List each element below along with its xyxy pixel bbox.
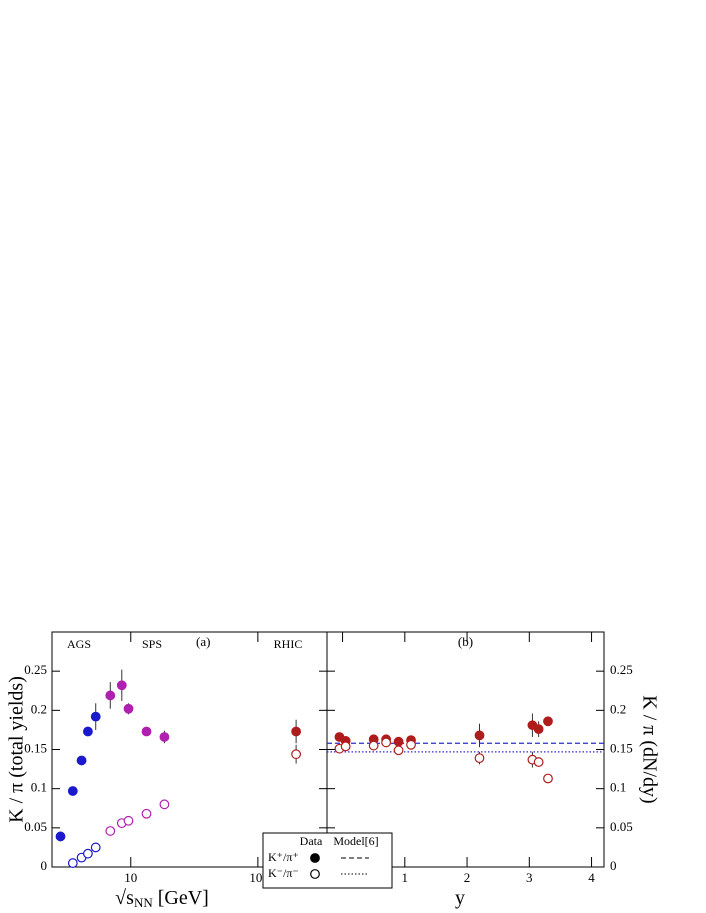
data-point [105,690,116,701]
x-axis-title: y [455,887,465,909]
data-point [67,786,78,796]
data-point [67,858,78,868]
x-tick-label: 10 [124,870,137,885]
x-axis-title-part: √s [115,887,134,909]
data-point [123,815,134,826]
data-point [83,848,93,859]
data-point [105,826,116,836]
legend-marker [310,869,320,879]
legend-header: Data [300,834,323,848]
legend-header: Model[6] [333,834,378,848]
legend-label: K⁺/π⁺ [268,850,299,864]
y-tick-label: 0.2 [31,701,47,716]
data-point [90,711,101,722]
data-point [83,726,93,737]
data-point [406,739,416,750]
x-tick-label: 10² [249,870,266,885]
legend-marker [310,853,320,863]
data-point [474,753,485,764]
x-tick-label: 4 [588,870,595,885]
panel-label: (b) [458,634,473,649]
data-point [159,732,170,742]
y-tick-label: 0 [610,858,617,873]
y-tick-label: 0.1 [31,780,47,795]
y-tick-label: 0 [41,858,48,873]
data-point [543,773,553,784]
data-point [90,842,101,853]
x-axis-title-part: y [455,887,465,909]
x-tick-label: 1 [402,870,409,885]
data-point [533,724,544,735]
data-point [291,749,302,760]
y-tick-label: 0.25 [610,662,633,677]
x-axis-title-part: NN [134,895,153,910]
data-point [381,737,392,748]
legend-box [262,832,393,889]
data-point [291,726,302,737]
y-tick-label: 0.25 [24,662,47,677]
data-point [543,716,553,727]
data-point [393,736,404,747]
group-label: SPS [142,637,162,651]
y-axis-title: K / π (total yields) [6,676,28,823]
data-point [76,755,87,766]
y-axis-title: K / π (dN/dy) [638,695,660,803]
y-tick-label: 0.15 [610,740,633,755]
data-point [116,680,127,691]
data-point [340,741,351,752]
data-point [533,757,544,767]
data-point [123,703,134,714]
y-tick-label: 0.05 [610,819,633,834]
y-tick-label: 0.05 [24,819,47,834]
data-point [55,831,66,842]
data-point [393,745,404,756]
x-tick-label: 2 [464,870,471,885]
data-point [159,799,170,810]
y-tick-label: 0.1 [610,780,626,795]
data-point [474,730,485,741]
data-point [141,808,152,819]
data-point [141,726,152,737]
legend: Data Model[6] K⁺/π⁺ K⁻/π⁻ [262,832,393,889]
legend-label: K⁻/π⁻ [268,866,299,880]
group-label: RHIC [274,637,303,651]
group-label: AGS [67,637,91,651]
y-tick-label: 0.2 [610,701,626,716]
x-axis-title: √sNN [GeV] [115,887,209,910]
x-axis-title-part: [GeV] [153,887,209,909]
y-tick-label: 0.15 [24,740,47,755]
data-point [368,740,379,751]
x-tick-label: 3 [526,870,533,885]
panel-label: (a) [196,634,210,649]
